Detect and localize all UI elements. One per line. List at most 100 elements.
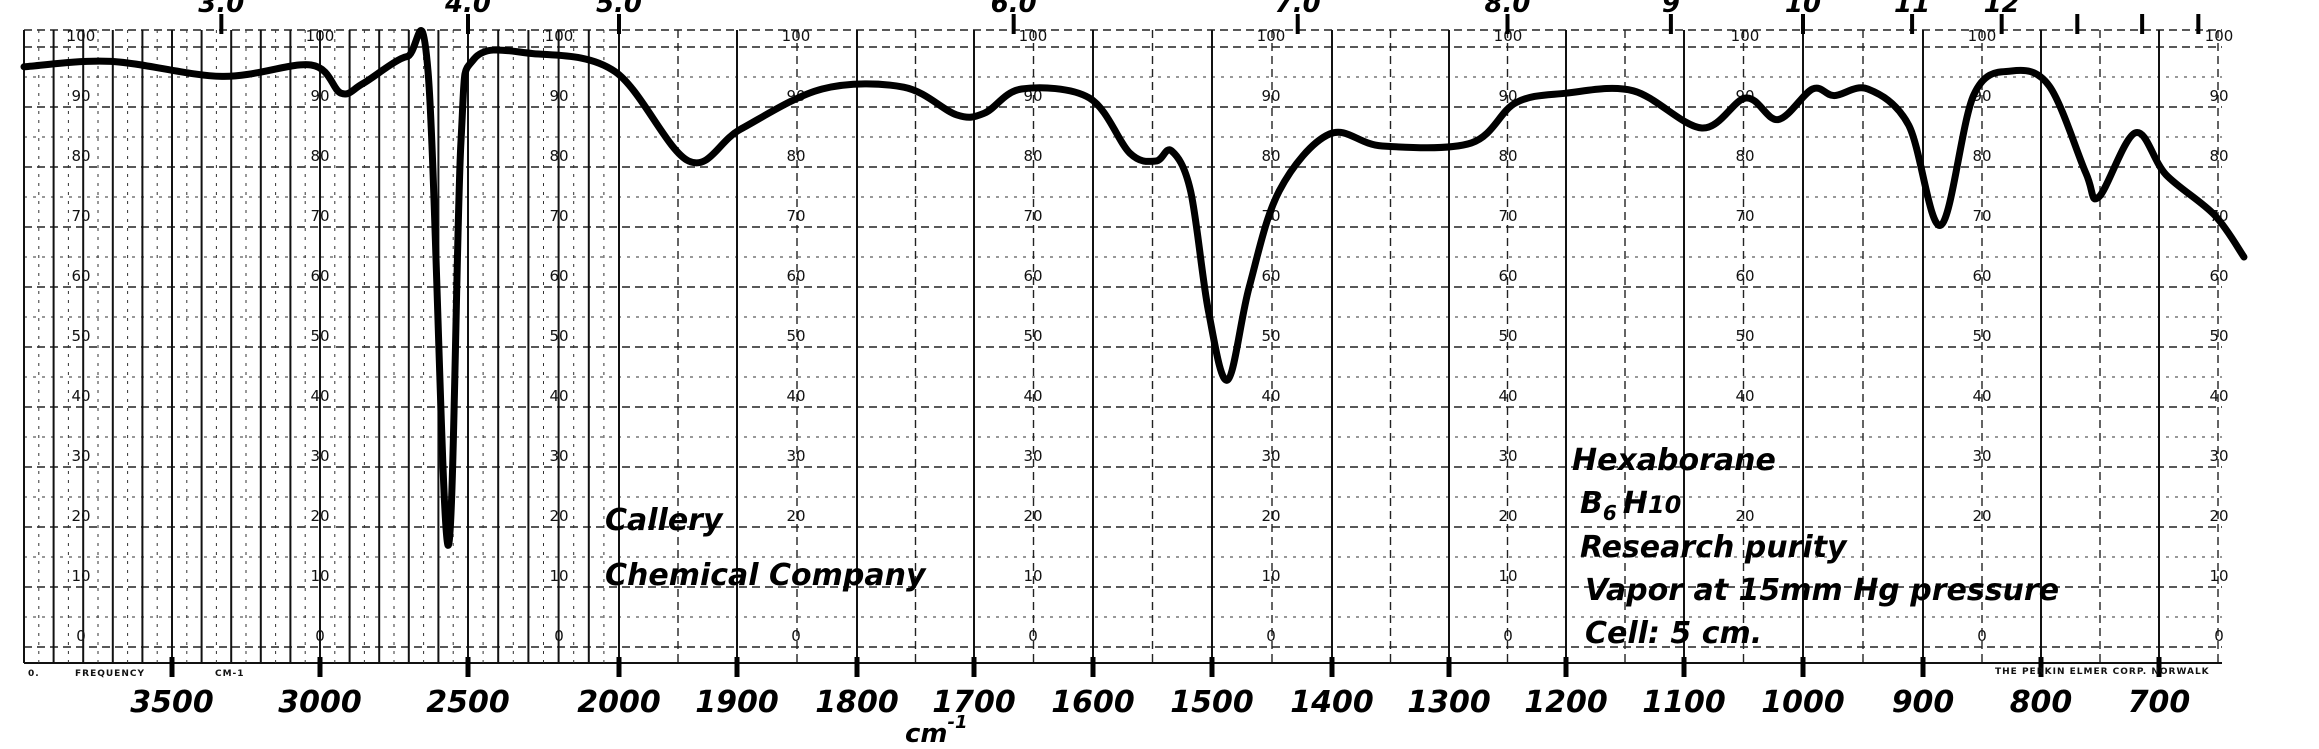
y-tick-label: 80: [1023, 147, 1042, 165]
y-tick-label: 80: [1261, 147, 1280, 165]
annotation-purity: Research purity: [1580, 530, 1848, 565]
formula-6: 6: [1603, 501, 1617, 525]
y-tick-labels: 1009080706050403020100100908070605040302…: [67, 27, 2234, 645]
y-tick-label: 30: [786, 447, 805, 465]
corner-mark: 0.: [28, 669, 40, 679]
y-tick-label: 40: [2209, 387, 2228, 405]
y-tick-label: 40: [1972, 387, 1991, 405]
x-tick-label: 1700: [932, 685, 1016, 720]
y-tick-label: 70: [1023, 207, 1042, 225]
y-tick-label: 20: [1498, 507, 1517, 525]
y-tick-label: 90: [549, 87, 568, 105]
y-tick-label: 30: [1261, 447, 1280, 465]
y-tick-label: 70: [71, 207, 90, 225]
y-tick-label: 10: [1261, 567, 1280, 585]
y-tick-label: 90: [310, 87, 329, 105]
y-tick-label: 0: [76, 627, 86, 645]
wavelength-axis: 3.0 4.0 5.0 6.0 7.0 8.0 9 10 11 12: [198, 0, 2201, 34]
x-tick-label: 1300: [1407, 685, 1491, 720]
x-tick-label: 900: [1892, 685, 1955, 720]
y-tick-label: 60: [1972, 267, 1991, 285]
y-tick-label: 20: [549, 507, 568, 525]
x-tick-label: 1400: [1290, 685, 1374, 720]
x-tick-label: 2500: [426, 685, 510, 720]
y-tick-label: 100: [1968, 27, 1997, 45]
y-tick-label: 80: [1498, 147, 1517, 165]
manufacturer-label: THE PERKIN ELMER CORP. NORWALK: [1995, 667, 2210, 677]
y-tick-label: 60: [310, 267, 329, 285]
y-tick-label: 90: [2209, 87, 2228, 105]
y-tick-label: 100: [1019, 27, 1048, 45]
wavelength-tick-label: 8.0: [1484, 0, 1530, 19]
x-tick-label: 1200: [1524, 685, 1608, 720]
y-tick-label: 20: [71, 507, 90, 525]
wavelength-tick-label: 5.0: [596, 0, 642, 19]
x-tick-label: 1000: [1761, 685, 1845, 720]
y-tick-label: 60: [549, 267, 568, 285]
unit-label: cm: [905, 719, 948, 749]
y-tick-label: 30: [1972, 447, 1991, 465]
y-tick-label: 0: [554, 627, 564, 645]
x-tick-label: 3000: [278, 685, 362, 720]
y-tick-label: 50: [1498, 327, 1517, 345]
y-tick-label: 10: [1023, 567, 1042, 585]
y-tick-label: 50: [1261, 327, 1280, 345]
annotation-cell: Cell: 5 cm.: [1585, 616, 1762, 651]
y-tick-label: 30: [71, 447, 90, 465]
y-tick-label: 100: [1257, 27, 1286, 45]
y-tick-label: 70: [1735, 207, 1754, 225]
y-tick-label: 70: [1972, 207, 1991, 225]
wavelength-tick-label: 3.0: [198, 0, 244, 19]
y-tick-label: 40: [71, 387, 90, 405]
y-tick-label: 90: [71, 87, 90, 105]
y-tick-label: 70: [1498, 207, 1517, 225]
annotation-company-1: Callery: [605, 503, 724, 538]
y-tick-label: 0: [1503, 627, 1513, 645]
y-tick-label: 10: [549, 567, 568, 585]
y-tick-label: 0: [1266, 627, 1276, 645]
x-tick-label: 2000: [577, 685, 661, 720]
x-tick-label: 3500: [130, 685, 214, 720]
y-tick-label: 0: [315, 627, 325, 645]
y-tick-label: 20: [310, 507, 329, 525]
y-tick-label: 40: [549, 387, 568, 405]
wavelength-tick-label: 11: [1894, 0, 1930, 19]
y-tick-label: 100: [782, 27, 811, 45]
y-tick-label: 80: [549, 147, 568, 165]
y-tick-label: 50: [71, 327, 90, 345]
y-tick-label: 40: [1498, 387, 1517, 405]
x-tick-label: 800: [2010, 685, 2073, 720]
y-tick-label: 0: [791, 627, 801, 645]
annotation-company-2: Chemical Company: [605, 558, 927, 593]
y-tick-label: 50: [310, 327, 329, 345]
x-axis-title: cm-1: [905, 712, 968, 749]
x-tick-label: 700: [2128, 685, 2191, 720]
y-tick-label: 80: [1735, 147, 1754, 165]
y-tick-label: 90: [1261, 87, 1280, 105]
y-tick-label: 30: [310, 447, 329, 465]
unit-exponent: -1: [948, 712, 968, 733]
wavelength-tick-label: 4.0: [444, 0, 491, 19]
y-tick-label: 100: [67, 27, 96, 45]
y-tick-label: 60: [1023, 267, 1042, 285]
wavelength-tick-label: 7.0: [1275, 0, 1321, 19]
y-tick-label: 60: [1735, 267, 1754, 285]
formula-b: B: [1580, 486, 1603, 521]
y-tick-label: 20: [2209, 507, 2228, 525]
wavelength-tick-label: 9: [1662, 0, 1680, 19]
y-tick-label: 100: [1731, 27, 1760, 45]
wavelength-tick-label: 6.0: [991, 0, 1037, 19]
formula-h: H: [1623, 486, 1648, 521]
y-tick-label: 30: [2209, 447, 2228, 465]
y-tick-label: 50: [549, 327, 568, 345]
formula-10: 10: [1648, 491, 1681, 519]
y-tick-label: 20: [786, 507, 805, 525]
y-tick-label: 40: [786, 387, 805, 405]
wavelength-tick-label: 12: [1984, 0, 2020, 19]
y-tick-label: 70: [786, 207, 805, 225]
annotations: 0. FREQUENCY CM-1 THE PERKIN ELMER CORP.…: [28, 443, 2210, 749]
chart-grid: [23, 29, 2222, 664]
y-tick-label: 70: [549, 207, 568, 225]
y-tick-label: 80: [786, 147, 805, 165]
